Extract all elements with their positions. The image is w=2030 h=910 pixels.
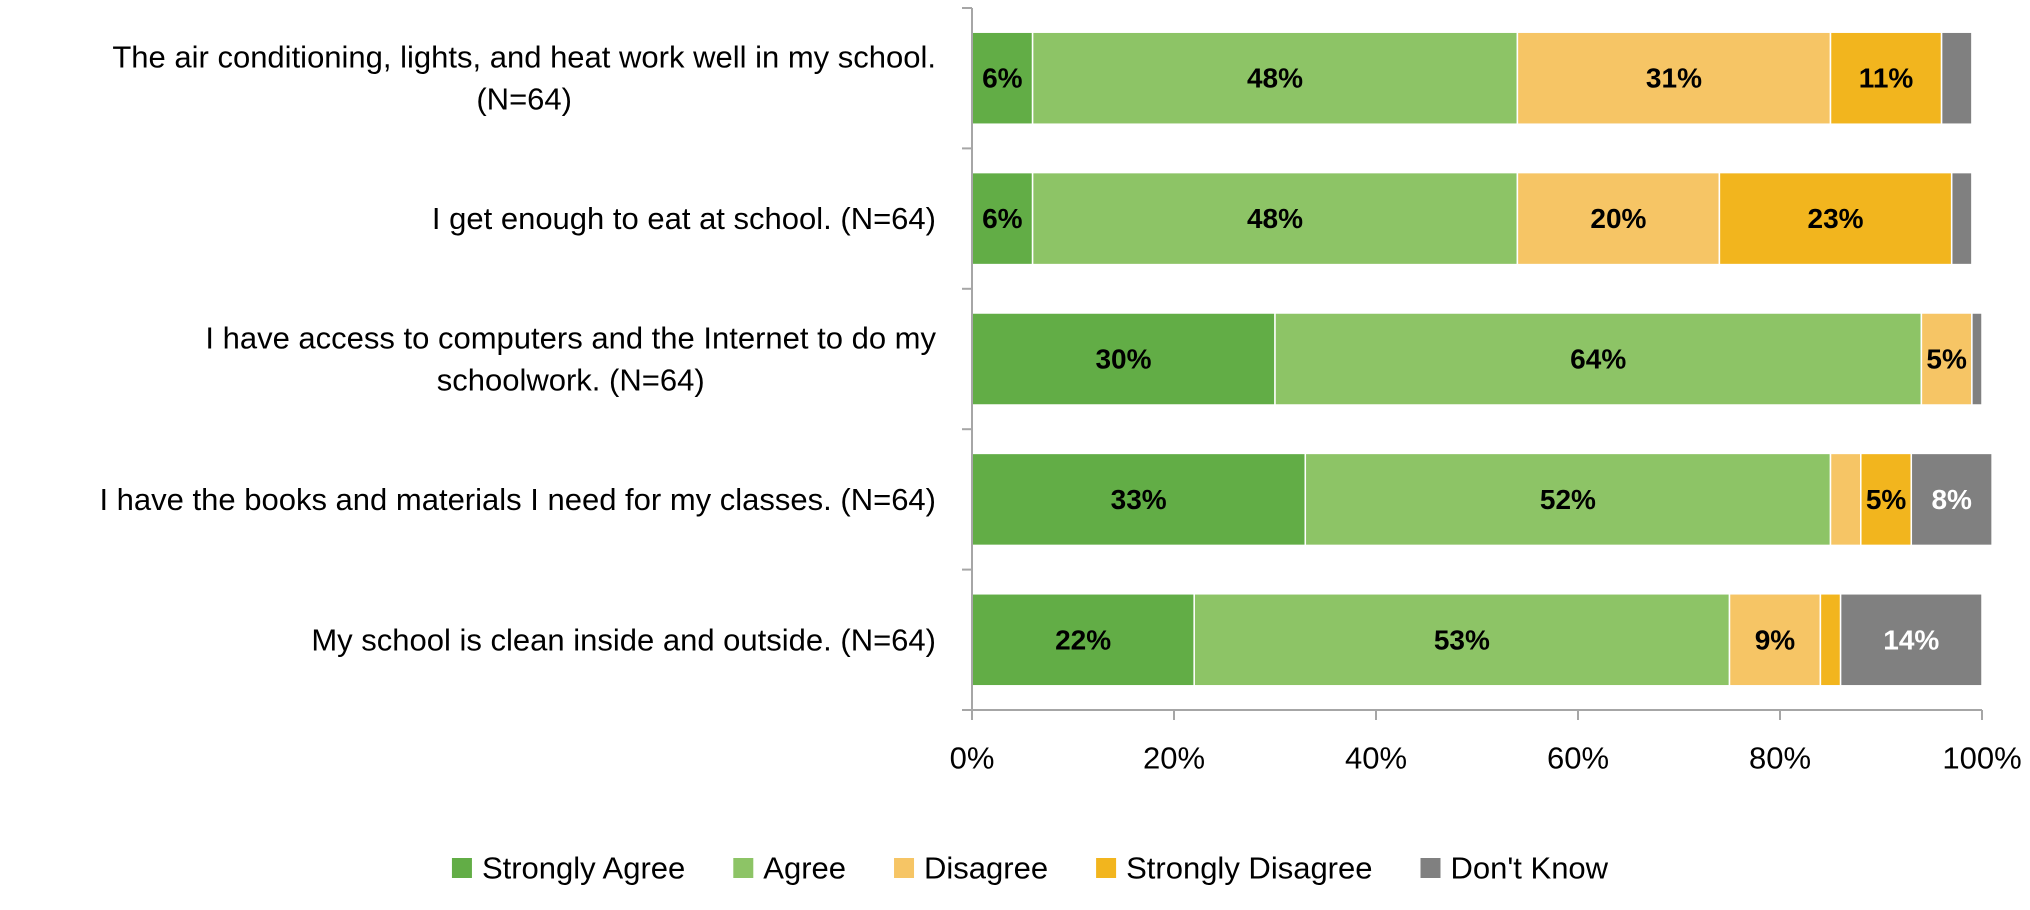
data-label: 6% xyxy=(982,203,1023,234)
bar-segment xyxy=(1940,31,1973,125)
bar-segment xyxy=(1829,31,1943,125)
data-label: 48% xyxy=(1247,203,1303,234)
data-label: 6% xyxy=(982,63,1023,94)
category-label: I have the books and materials I need fo… xyxy=(99,482,936,517)
bar-segment xyxy=(1193,593,1731,687)
data-label: 53% xyxy=(1434,624,1490,655)
data-label: 22% xyxy=(1055,624,1111,655)
category-label: schoolwork. (N=64) xyxy=(437,363,705,398)
data-label: 9% xyxy=(1755,624,1796,655)
data-label: 23% xyxy=(1808,203,1864,234)
bar-segment xyxy=(1718,171,1953,266)
bar-segment xyxy=(1910,452,1993,547)
category-label: My school is clean inside and outside. (… xyxy=(311,622,936,657)
legend-label: Strongly Agree xyxy=(482,851,685,886)
data-label: 30% xyxy=(1095,344,1151,375)
legend-label: Disagree xyxy=(924,851,1048,886)
category-label: I have access to computers and the Inter… xyxy=(205,321,936,356)
category-label: (N=64) xyxy=(476,82,572,117)
bar-segment xyxy=(1860,452,1913,547)
bar-segment xyxy=(1031,31,1519,125)
bar-segment xyxy=(1829,452,1862,547)
legend-swatch xyxy=(1420,858,1441,878)
legend-label: Strongly Disagree xyxy=(1126,851,1372,886)
legend-label: Agree xyxy=(763,851,846,886)
data-label: 5% xyxy=(1866,484,1907,515)
data-label: 8% xyxy=(1931,484,1972,515)
legend-swatch xyxy=(1096,858,1117,878)
data-label: 31% xyxy=(1646,63,1702,94)
bar-segment xyxy=(971,31,1034,125)
bar-segment xyxy=(1031,171,1519,266)
bar-segment xyxy=(1950,171,1973,266)
legend-swatch xyxy=(733,858,754,878)
x-tick-labels: 0% 20% 40% 60% 80% 100% xyxy=(950,741,2022,776)
x-tick-label: 20% xyxy=(1143,741,1205,776)
bar-segment xyxy=(1304,452,1832,547)
data-label: 33% xyxy=(1111,484,1167,515)
data-label: 11% xyxy=(1859,63,1914,94)
bar-segment xyxy=(1971,312,1983,406)
data-label: 20% xyxy=(1590,203,1646,234)
x-tick-label: 80% xyxy=(1749,741,1811,776)
data-label: 64% xyxy=(1570,344,1626,375)
data-label: 14% xyxy=(1883,624,1939,655)
x-tick-label: 100% xyxy=(1942,741,2021,776)
category-label: I get enough to eat at school. (N=64) xyxy=(432,201,936,236)
axes xyxy=(962,7,1983,720)
bar-segment xyxy=(1516,171,1721,266)
data-label: 48% xyxy=(1247,63,1303,94)
bar-segment xyxy=(1728,593,1822,687)
bar-segment xyxy=(1819,593,1842,687)
x-tick-label: 40% xyxy=(1345,741,1407,776)
data-label: 5% xyxy=(1926,344,1967,375)
bar-segment xyxy=(971,171,1034,266)
x-tick-label: 60% xyxy=(1547,741,1609,776)
x-tick-label: 0% xyxy=(950,741,995,776)
legend-label: Don't Know xyxy=(1451,851,1609,886)
legend-swatch xyxy=(451,858,472,878)
bar-area: 6% 48% 31% 11% 6% 48% 20% 23% 30% 64% 5% 33% 52% 5% 8%… xyxy=(971,31,1993,687)
bar-segment xyxy=(1274,312,1923,406)
category-label: The air conditioning, lights, and heat w… xyxy=(112,40,936,75)
bar-segment xyxy=(971,452,1307,547)
legend: Strongly Agree Agree Disagree Strongly Disa… xyxy=(451,851,1609,886)
bar-segment xyxy=(1516,31,1832,125)
category-labels: The air conditioning, lights, and heat w… xyxy=(99,40,936,658)
bar-segment xyxy=(1839,593,1983,687)
legend-swatch xyxy=(894,858,915,878)
data-label: 52% xyxy=(1540,484,1596,515)
